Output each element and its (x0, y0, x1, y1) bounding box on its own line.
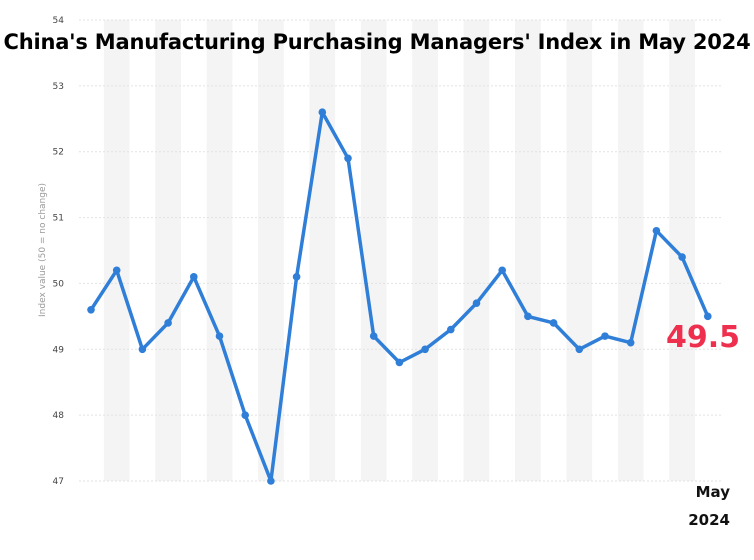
background-band (669, 20, 695, 481)
data-point (241, 411, 249, 419)
background-band (566, 20, 593, 481)
y-tick-label: 50 (53, 279, 65, 289)
background-band (309, 20, 336, 481)
data-point (524, 312, 532, 321)
y-tick-label: 48 (53, 411, 65, 421)
background-band (463, 20, 490, 481)
chart-title: China's Manufacturing Purchasing Manager… (3, 30, 751, 54)
data-point (344, 154, 352, 163)
latest-year-label: 2024 (688, 511, 730, 529)
latest-month-label: May (695, 483, 730, 501)
y-axis-label: Index value (50 = no change) (38, 183, 48, 317)
data-point (575, 345, 584, 354)
latest-value-callout: 49.5 (665, 320, 740, 355)
data-points (87, 108, 712, 485)
y-tick-label: 54 (53, 16, 65, 26)
background-band (155, 20, 181, 481)
data-point (112, 266, 121, 275)
data-point (87, 305, 95, 314)
data-point (678, 253, 686, 261)
data-point (601, 332, 609, 340)
y-tick-label: 53 (53, 82, 64, 92)
y-tick-label: 49 (53, 345, 65, 355)
data-point (190, 273, 198, 281)
background-bands (103, 20, 695, 481)
data-point (498, 266, 507, 275)
series-line (89, 110, 710, 483)
data-point (318, 108, 327, 116)
data-point (626, 338, 635, 347)
gridlines (79, 19, 722, 482)
background-band (206, 20, 233, 481)
data-point (215, 332, 224, 340)
data-point (704, 312, 712, 321)
background-band (103, 20, 130, 481)
y-tick-label: 47 (53, 477, 64, 487)
background-band (515, 20, 541, 481)
data-point (549, 319, 558, 327)
data-point (369, 332, 378, 340)
data-point (267, 477, 275, 485)
data-point (292, 273, 301, 281)
data-point (164, 319, 172, 327)
data-point (652, 226, 661, 235)
data-point (421, 345, 429, 354)
y-tick-label: 51 (53, 214, 64, 224)
data-point (138, 345, 147, 354)
y-tick-label: 52 (53, 148, 64, 158)
data-point (447, 325, 455, 334)
background-band (617, 20, 644, 481)
data-point (472, 299, 481, 307)
background-band (412, 20, 438, 481)
y-axis-ticks: 47 48 49 50 51 52 53 54 (53, 16, 65, 487)
data-point (395, 358, 404, 367)
background-band (360, 20, 387, 481)
